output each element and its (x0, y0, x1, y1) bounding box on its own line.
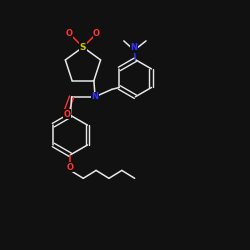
Text: N: N (131, 43, 138, 52)
Text: S: S (80, 42, 86, 52)
Text: O: O (67, 163, 74, 172)
Text: O: O (63, 110, 70, 118)
Text: O: O (93, 29, 100, 38)
Text: N: N (92, 92, 98, 101)
Text: O: O (66, 29, 73, 38)
